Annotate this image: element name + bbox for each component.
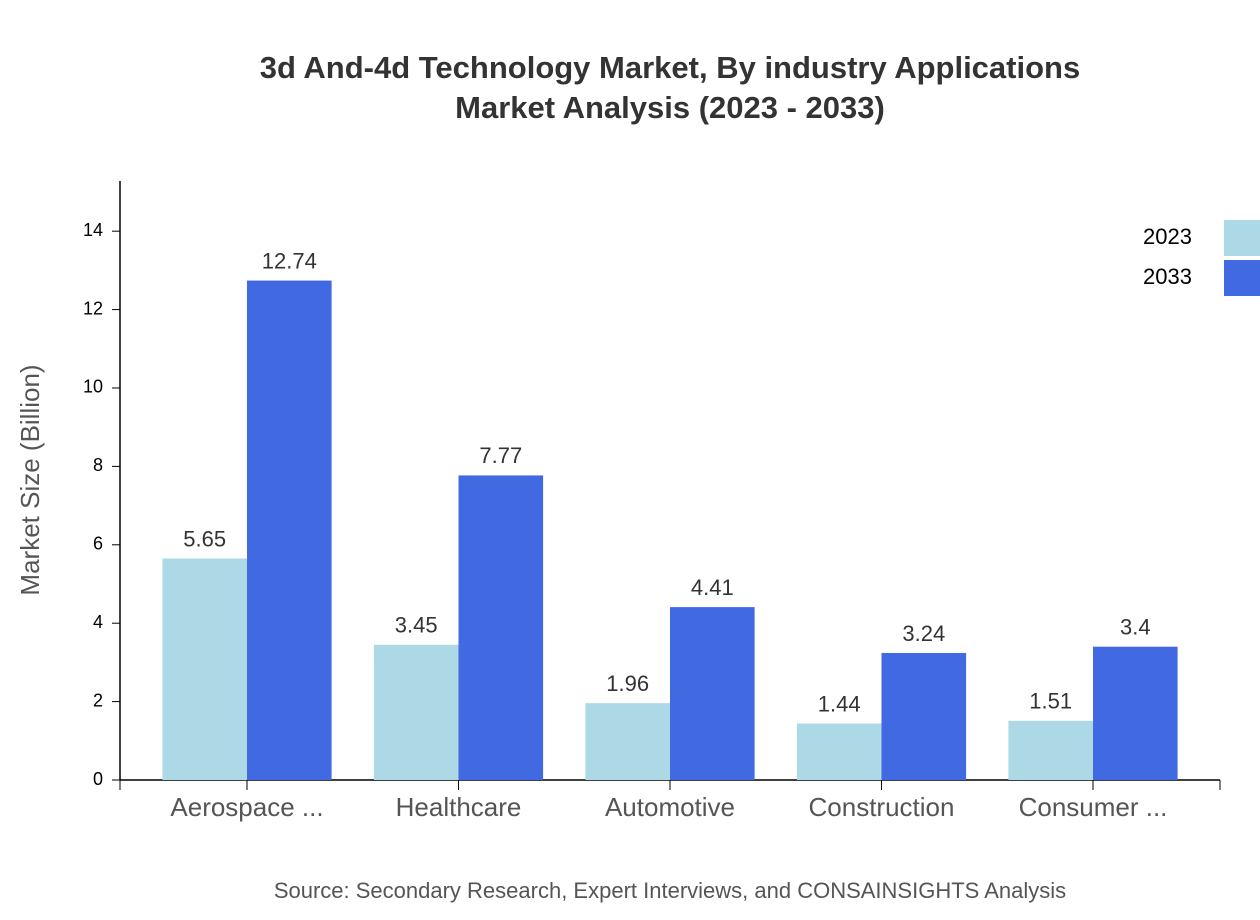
legend-label: 2033 xyxy=(1143,264,1192,289)
legend-swatch xyxy=(1224,260,1260,296)
bar xyxy=(162,558,247,780)
value-label: 1.96 xyxy=(606,671,649,696)
bar xyxy=(796,723,882,780)
y-tick-label: 12 xyxy=(83,298,103,318)
x-tick-label: Aerospace ... xyxy=(170,792,323,822)
x-tick-label: Automotive xyxy=(605,792,735,822)
bar xyxy=(670,607,755,780)
bar xyxy=(585,703,670,780)
source-note: Source: Secondary Research, Expert Inter… xyxy=(274,878,1066,903)
value-label: 3.4 xyxy=(1120,615,1151,640)
value-label: 1.44 xyxy=(818,691,861,716)
chart-title: Market Analysis (2023 - 2033) xyxy=(455,90,885,125)
y-tick-label: 4 xyxy=(93,612,103,632)
y-tick-label: 2 xyxy=(93,690,103,710)
x-tick-label: Construction xyxy=(809,792,955,822)
y-tick-label: 0 xyxy=(93,769,103,789)
y-tick-label: 14 xyxy=(83,220,103,240)
value-label: 12.74 xyxy=(262,248,317,273)
legend-label: 2023 xyxy=(1143,224,1192,249)
value-label: 3.24 xyxy=(902,621,945,646)
y-tick-label: 6 xyxy=(93,534,103,554)
legend-swatch xyxy=(1224,220,1260,256)
bar xyxy=(1008,720,1093,780)
bar xyxy=(373,644,459,780)
bar xyxy=(881,652,967,780)
value-label: 5.65 xyxy=(183,526,226,551)
x-tick-label: Consumer ... xyxy=(1019,792,1168,822)
bar xyxy=(1093,646,1178,780)
bar xyxy=(458,475,544,780)
value-label: 4.41 xyxy=(691,575,734,600)
value-label: 7.77 xyxy=(479,443,522,468)
y-tick-label: 10 xyxy=(83,377,103,397)
value-label: 1.51 xyxy=(1029,689,1072,714)
y-axis-label: Market Size (Billion) xyxy=(15,364,45,595)
y-tick-label: 8 xyxy=(93,455,103,475)
bar xyxy=(247,280,332,780)
value-label: 3.45 xyxy=(395,613,438,638)
chart-title: 3d And-4d Technology Market, By industry… xyxy=(260,50,1080,85)
x-tick-label: Healthcare xyxy=(396,792,522,822)
